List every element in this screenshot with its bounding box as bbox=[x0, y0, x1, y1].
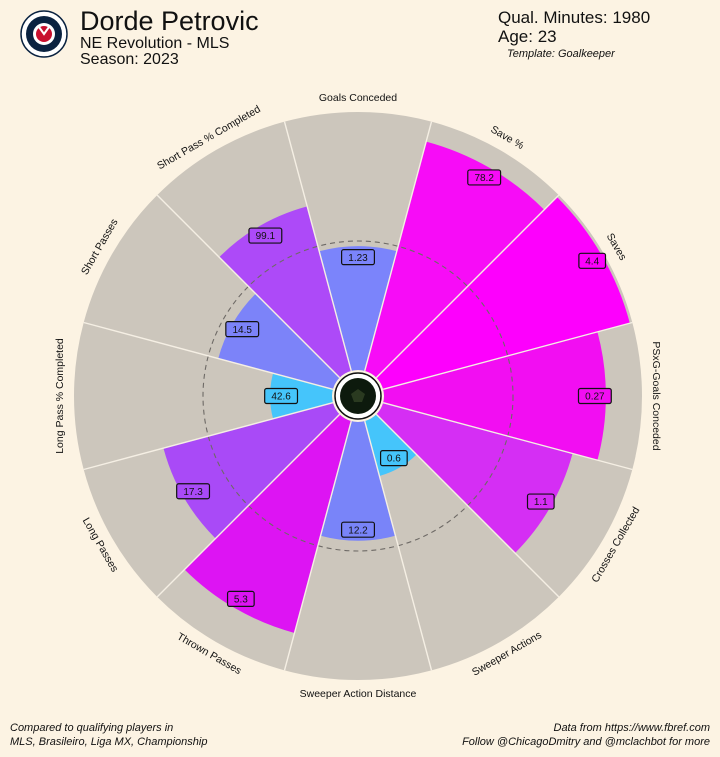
slice-separator bbox=[375, 194, 560, 379]
slice-separator bbox=[283, 420, 352, 671]
slice-value bbox=[383, 331, 606, 461]
value-label: 17.3 bbox=[176, 483, 211, 500]
qualified-minutes: Qual. Minutes: 1980 bbox=[498, 8, 651, 27]
slice-separators bbox=[83, 121, 633, 671]
slice-value bbox=[376, 402, 573, 554]
slice-separator bbox=[83, 321, 334, 390]
value-label: 78.2 bbox=[467, 169, 502, 186]
value-label: 12.2 bbox=[341, 521, 376, 538]
footer-comparison-note: Compared to qualifying players in MLS, B… bbox=[10, 721, 207, 749]
percentile-reference-circle bbox=[202, 240, 514, 552]
player-name: Dorde Petrovic bbox=[80, 6, 259, 36]
template-label: Template: Goalkeeper bbox=[507, 48, 615, 60]
value-label: 0.6 bbox=[379, 450, 408, 467]
footer-right-line1: Data from https://www.fbref.com bbox=[553, 722, 711, 734]
footer-credits: Data from https://www.fbref.com Follow @… bbox=[462, 721, 710, 749]
value-label-text: 99.1 bbox=[256, 231, 276, 242]
value-label: 42.6 bbox=[264, 387, 299, 405]
soccer-ball-icon bbox=[334, 372, 382, 420]
slice-background bbox=[364, 414, 559, 671]
value-label-text: 42.6 bbox=[271, 392, 291, 403]
value-labels: 1.23 78.2 4.4 0.27 1.1 0.6 12.2 5.3 17.3 42.6 14.5… bbox=[176, 169, 612, 608]
category-label: Goals Conceded bbox=[319, 92, 397, 104]
value-slices bbox=[163, 141, 630, 633]
slice-value bbox=[218, 293, 340, 390]
footer-right-line2: Follow @ChicagoDmitry and @mclachbot for… bbox=[462, 736, 710, 748]
slice-separator bbox=[364, 121, 433, 372]
footer-left-line2: MLS, Brasileiro, Liga MX, Championship bbox=[10, 736, 208, 748]
value-label-text: 17.3 bbox=[183, 487, 203, 498]
category-label: Long Pass % Completed bbox=[54, 338, 66, 454]
slice-value bbox=[320, 421, 396, 541]
slice-value bbox=[376, 197, 630, 390]
category-label: Sweeper Action Distance bbox=[300, 688, 417, 700]
value-label: 4.4 bbox=[578, 252, 607, 269]
value-label-text: 5.3 bbox=[234, 595, 248, 606]
slice-separator bbox=[156, 413, 341, 598]
value-label-text: 0.27 bbox=[585, 392, 605, 403]
value-label: 0.27 bbox=[577, 387, 612, 405]
slice-value bbox=[319, 246, 397, 371]
season: Season: 2023 bbox=[80, 51, 179, 68]
slice-separator bbox=[156, 194, 341, 379]
value-label-text: 12.2 bbox=[348, 525, 368, 536]
slice-separator bbox=[283, 121, 352, 372]
slice-value bbox=[270, 373, 333, 419]
value-label-text: 1.23 bbox=[348, 253, 368, 264]
footer-left-line1: Compared to qualifying players in bbox=[10, 722, 174, 734]
slice-separator bbox=[364, 420, 433, 671]
category-label: Saves bbox=[604, 231, 629, 262]
value-label-text: 1.1 bbox=[534, 497, 548, 508]
value-label: 5.3 bbox=[226, 590, 255, 608]
slice-value bbox=[364, 141, 545, 378]
category-label: PSxG-Goals Conceded bbox=[650, 341, 662, 450]
value-label: 1.1 bbox=[526, 493, 555, 510]
value-label-text: 0.6 bbox=[387, 454, 401, 465]
value-label: 99.1 bbox=[248, 227, 283, 244]
value-label-text: 78.2 bbox=[474, 173, 494, 184]
slice-separator bbox=[382, 402, 633, 471]
team-logo bbox=[20, 10, 68, 58]
team-league: NE Revolution - MLS bbox=[80, 35, 230, 52]
value-label: 14.5 bbox=[225, 321, 260, 338]
slice-separator bbox=[375, 413, 560, 598]
value-label-text: 14.5 bbox=[232, 325, 252, 336]
value-label-text: 4.4 bbox=[585, 256, 599, 267]
player-age: Age: 23 bbox=[498, 27, 557, 46]
slice-separator bbox=[83, 402, 334, 471]
value-label: 1.23 bbox=[341, 249, 376, 266]
slice-value bbox=[184, 414, 352, 633]
slice-separator bbox=[382, 321, 633, 390]
